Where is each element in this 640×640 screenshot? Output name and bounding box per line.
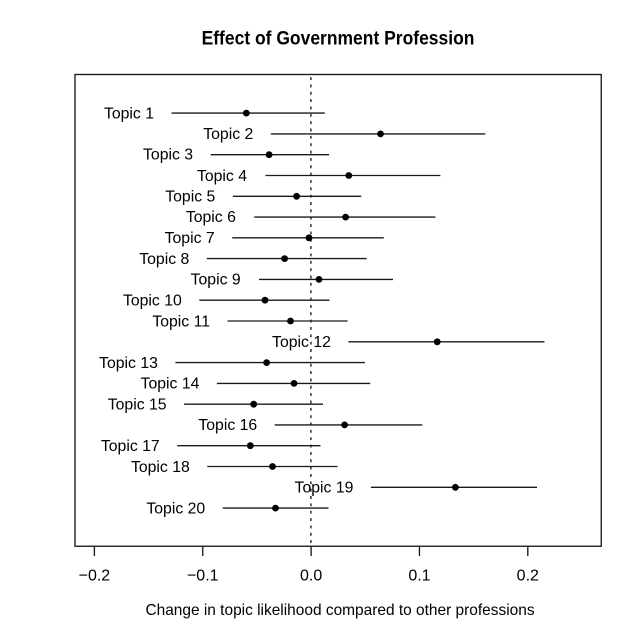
svg-text:−0.2: −0.2	[79, 568, 111, 585]
svg-text:Topic 15: Topic 15	[108, 397, 167, 414]
svg-text:Topic 3: Topic 3	[143, 147, 193, 164]
svg-text:Change in topic likelihood com: Change in topic likelihood compared to o…	[145, 602, 534, 619]
svg-text:Topic 11: Topic 11	[152, 313, 210, 330]
svg-text:Topic 17: Topic 17	[101, 438, 160, 455]
svg-text:Topic 19: Topic 19	[295, 480, 354, 497]
svg-text:Topic 6: Topic 6	[186, 209, 236, 226]
svg-text:0.0: 0.0	[300, 568, 322, 585]
svg-text:Topic 7: Topic 7	[165, 230, 215, 247]
svg-text:Topic 5: Topic 5	[165, 189, 215, 206]
svg-text:Topic 4: Topic 4	[197, 168, 247, 185]
svg-text:Topic 1: Topic 1	[104, 105, 154, 122]
svg-text:−0.1: −0.1	[187, 568, 219, 585]
svg-text:0.2: 0.2	[517, 568, 539, 585]
svg-text:Topic 14: Topic 14	[141, 375, 200, 392]
svg-text:0.1: 0.1	[408, 568, 430, 585]
svg-text:Topic 8: Topic 8	[139, 251, 189, 268]
svg-text:Topic 18: Topic 18	[131, 459, 190, 476]
svg-text:Effect of Government Professio: Effect of Government Profession	[202, 27, 475, 49]
svg-text:Topic 12: Topic 12	[272, 334, 331, 351]
svg-text:Topic 2: Topic 2	[203, 126, 253, 143]
svg-text:Topic 16: Topic 16	[198, 417, 257, 434]
svg-text:Topic 9: Topic 9	[191, 271, 241, 288]
svg-text:Topic 10: Topic 10	[123, 293, 182, 310]
svg-text:Topic 20: Topic 20	[146, 500, 205, 517]
svg-text:Topic 13: Topic 13	[99, 355, 158, 372]
